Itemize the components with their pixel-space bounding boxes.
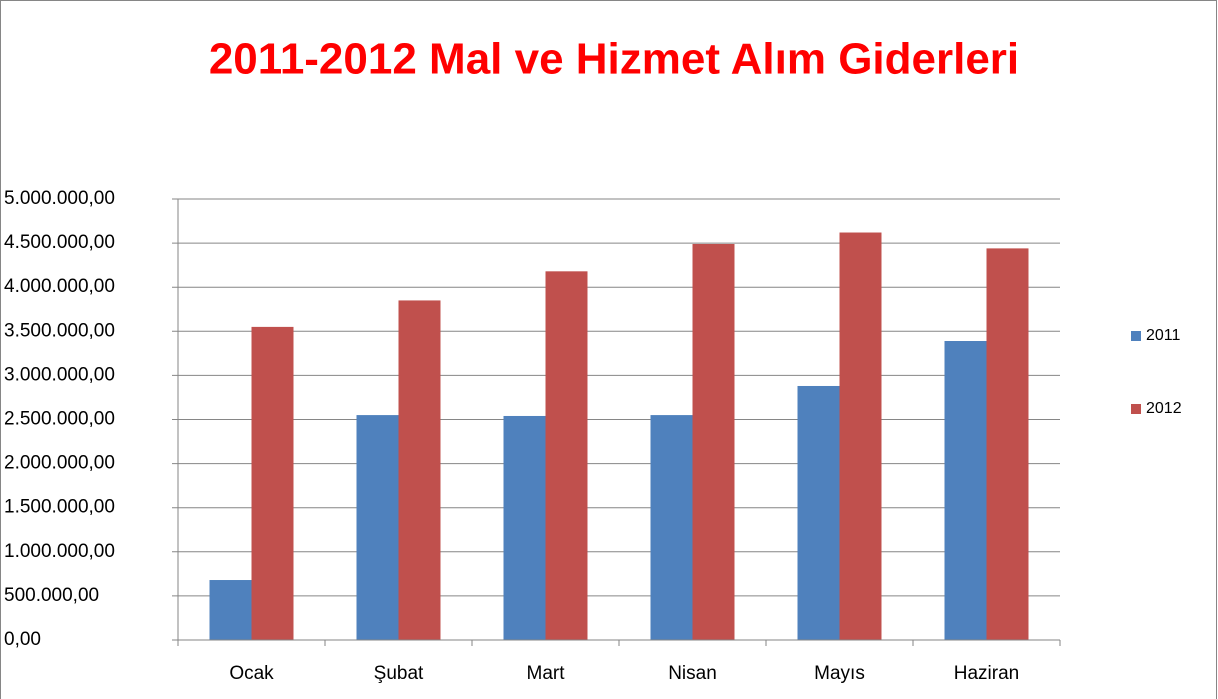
- legend-label: 2011: [1146, 327, 1181, 344]
- y-tick-label: 4.000.000,00: [4, 276, 115, 297]
- bar: [398, 300, 441, 640]
- bar: [944, 341, 987, 640]
- x-tick-label: Ocak: [229, 663, 274, 684]
- x-tick-label: Mart: [527, 663, 566, 684]
- legend-swatch: [1131, 331, 1141, 341]
- bar: [503, 415, 546, 640]
- y-tick-label: 0,00: [4, 629, 41, 650]
- legend-label: 2012: [1146, 400, 1182, 417]
- bar: [797, 385, 840, 640]
- legend-swatch: [1131, 404, 1141, 414]
- y-tick-label: 1.000.000,00: [4, 541, 115, 562]
- y-tick-label: 3.000.000,00: [4, 364, 115, 385]
- y-tick-label: 2.000.000,00: [4, 453, 115, 474]
- chart-title: 2011-2012 Mal ve Hizmet Alım Giderleri: [209, 35, 1019, 84]
- y-tick-label: 5.000.000,00: [4, 188, 115, 209]
- bar: [986, 248, 1029, 640]
- x-tick-label: Haziran: [954, 663, 1019, 684]
- bar: [692, 243, 735, 640]
- bar: [209, 580, 252, 640]
- x-tick-label: Şubat: [374, 663, 424, 684]
- x-tick-label: Mayıs: [814, 663, 865, 684]
- y-tick-label: 3.500.000,00: [4, 320, 115, 341]
- bar: [545, 271, 588, 640]
- y-tick-label: 1.500.000,00: [4, 497, 115, 518]
- x-tick-label: Nisan: [668, 663, 717, 684]
- bar: [356, 415, 399, 640]
- bar: [650, 415, 693, 640]
- bar: [251, 326, 294, 640]
- y-tick-label: 2.500.000,00: [4, 409, 115, 430]
- y-tick-label: 4.500.000,00: [4, 232, 115, 253]
- bar: [839, 232, 882, 641]
- y-tick-label: 500.000,00: [4, 585, 99, 606]
